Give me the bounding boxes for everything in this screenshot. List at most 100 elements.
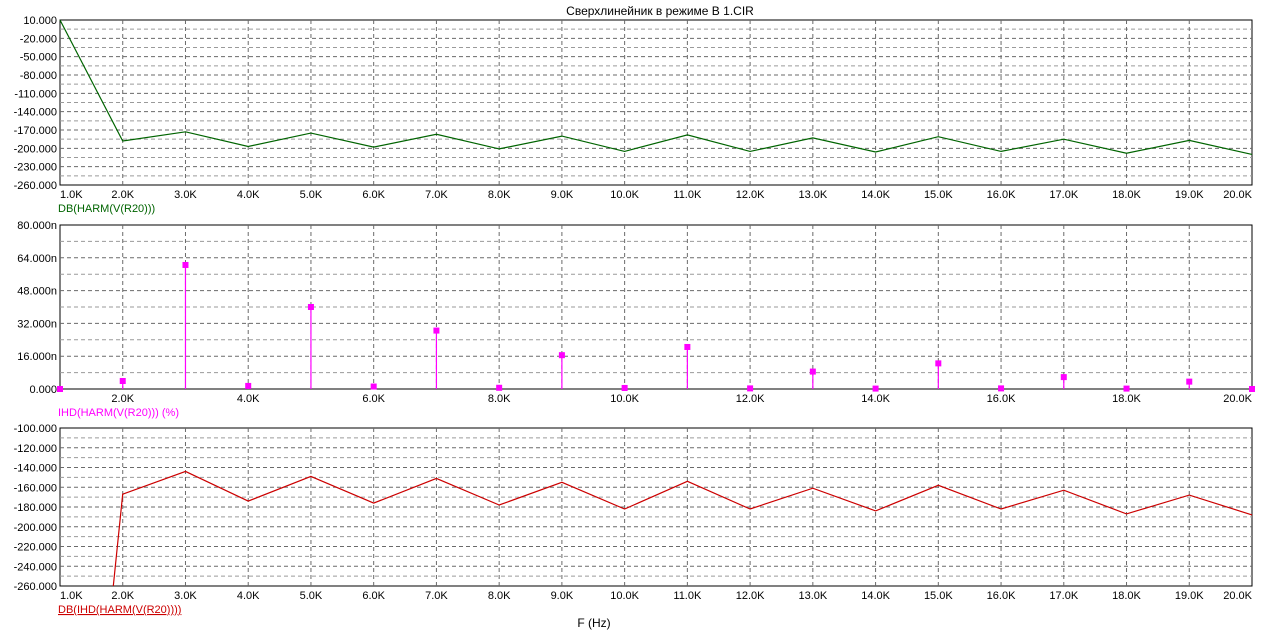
y-tick-label: -240.000 xyxy=(14,561,57,573)
stem-marker xyxy=(1123,385,1130,392)
stem-marker xyxy=(558,352,565,359)
y-tick-label: 64.000n xyxy=(17,253,57,265)
x-tick-label: 14.0K xyxy=(861,189,890,201)
x-tick-label: 16.0K xyxy=(987,189,1016,201)
chart-title: Сверхлинейник в режиме В 1.CIR xyxy=(566,4,754,18)
y-tick-label: -50.000 xyxy=(20,52,57,64)
stem-marker xyxy=(684,343,691,350)
x-tick-label: 12.0K xyxy=(736,590,765,602)
x-tick-label: 12.0K xyxy=(736,393,765,405)
x-tick-label: 2.0K xyxy=(111,189,134,201)
stem-marker xyxy=(57,386,63,392)
x-tick-label: 8.0K xyxy=(488,393,511,405)
x-tick-label: 6.0K xyxy=(362,189,385,201)
stem-marker xyxy=(872,385,879,392)
y-tick-label: -20.000 xyxy=(20,33,57,45)
y-tick-label: -80.000 xyxy=(20,70,57,82)
y-tick-label: -110.000 xyxy=(14,88,57,100)
x-tick-label: 11.0K xyxy=(673,590,702,602)
y-tick-label: 16.000n xyxy=(17,351,57,363)
x-tick-label: 20.0K xyxy=(1223,189,1252,201)
y-tick-label: -260.000 xyxy=(14,581,57,593)
x-tick-label: 10.0K xyxy=(610,189,639,201)
series-label: DB(IHD(HARM(V(R20)))) xyxy=(58,604,181,616)
stem-marker xyxy=(182,261,189,268)
x-tick-label: 17.0K xyxy=(1049,590,1078,602)
x-tick-label: 16.0K xyxy=(987,590,1016,602)
stem-marker xyxy=(433,327,440,334)
x-tick-label: 13.0K xyxy=(798,189,827,201)
y-tick-label: -180.000 xyxy=(14,502,57,514)
x-tick-label: 12.0K xyxy=(736,189,765,201)
x-tick-label: 16.0K xyxy=(987,393,1016,405)
x-tick-label: 20.0K xyxy=(1223,393,1252,405)
x-tick-label: 18.0K xyxy=(1112,189,1141,201)
stem-marker xyxy=(998,385,1005,392)
x-tick-label: 1.0K xyxy=(60,590,83,602)
x-tick-label: 15.0K xyxy=(924,189,953,201)
x-tick-label: 10.0K xyxy=(610,393,639,405)
y-tick-label: -160.000 xyxy=(14,482,57,494)
x-tick-label: 19.0K xyxy=(1175,189,1204,201)
x-tick-label: 14.0K xyxy=(861,590,890,602)
stem-marker xyxy=(245,382,252,389)
y-tick-label: -170.000 xyxy=(14,125,57,137)
x-tick-label: 17.0K xyxy=(1049,189,1078,201)
stem-marker xyxy=(1186,378,1193,385)
x-tick-label: 10.0K xyxy=(610,590,639,602)
x-tick-label: 19.0K xyxy=(1175,590,1204,602)
x-tick-label: 9.0K xyxy=(551,590,574,602)
x-tick-label: 2.0K xyxy=(111,590,134,602)
y-tick-label: 80.000n xyxy=(17,220,57,232)
x-tick-label: 8.0K xyxy=(488,189,511,201)
stem-marker xyxy=(370,383,377,390)
x-tick-label: 6.0K xyxy=(362,590,385,602)
y-tick-label: 0.000 xyxy=(29,384,57,396)
y-tick-label: -140.000 xyxy=(14,463,57,475)
plot-panel-2: 0.000 16.000n 32.000n 48.000n 64.000n 80.000n… xyxy=(17,220,1255,419)
y-tick-label: -260.000 xyxy=(14,180,57,192)
x-tick-label: 5.0K xyxy=(300,590,323,602)
x-tick-label: 18.0K xyxy=(1112,590,1141,602)
series-label: DB(HARM(V(R20))) xyxy=(58,203,155,215)
stem-marker xyxy=(307,304,314,310)
plot-panel-3: -100.000 -120.000 -140.000 -160.000 -180.000… xyxy=(14,423,1253,616)
series-label: IHD(HARM(V(R20))) (%) xyxy=(58,407,179,419)
series-line xyxy=(112,470,1253,587)
x-tick-label: 4.0K xyxy=(237,189,260,201)
y-tick-label: -200.000 xyxy=(14,143,57,155)
x-tick-label: 20.0K xyxy=(1223,590,1252,602)
x-axis-label: F (Hz) xyxy=(577,616,610,630)
stem-marker xyxy=(809,368,816,375)
y-tick-label: -140.000 xyxy=(14,107,57,119)
stem-marker xyxy=(747,385,754,392)
x-tick-label: 11.0K xyxy=(673,189,702,201)
stem-marker xyxy=(621,384,628,391)
y-tick-label: -200.000 xyxy=(14,522,57,534)
x-tick-label: 18.0K xyxy=(1112,393,1141,405)
plot-panel-1: 10.000 -20.000 -50.000 -80.000 -110.000 -140.… xyxy=(14,15,1253,215)
y-tick-label: -220.000 xyxy=(14,542,57,554)
x-tick-label: 6.0K xyxy=(362,393,385,405)
y-tick-label: 48.000n xyxy=(17,286,57,298)
x-tick-label: 7.0K xyxy=(425,189,448,201)
x-tick-label: 14.0K xyxy=(861,393,890,405)
stem-marker xyxy=(1249,386,1255,392)
x-tick-label: 13.0K xyxy=(798,590,827,602)
x-tick-label: 5.0K xyxy=(300,189,323,201)
x-tick-label: 1.0K xyxy=(60,189,83,201)
x-tick-label: 9.0K xyxy=(551,189,574,201)
y-tick-label: -230.000 xyxy=(14,162,57,174)
stem-marker xyxy=(496,384,503,391)
x-tick-label: 7.0K xyxy=(425,590,448,602)
y-tick-label: 10.000 xyxy=(23,15,57,27)
x-tick-label: 3.0K xyxy=(174,189,197,201)
series-line xyxy=(59,19,1253,155)
x-tick-label: 8.0K xyxy=(488,590,511,602)
stem-marker xyxy=(119,378,126,385)
stem-marker xyxy=(1060,374,1067,381)
y-tick-label: 32.000n xyxy=(17,318,57,330)
x-tick-label: 4.0K xyxy=(237,590,260,602)
stem-marker xyxy=(935,360,942,367)
